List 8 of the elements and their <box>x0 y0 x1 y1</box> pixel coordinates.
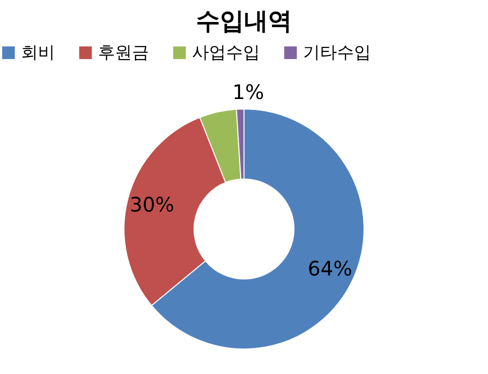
legend-label: 회비 <box>21 42 55 63</box>
chart-title: 수입내역 <box>196 7 292 35</box>
data-label: 64% <box>308 256 352 280</box>
legend-label: 사업수입 <box>192 42 260 63</box>
legend-label: 후원금 <box>98 42 149 63</box>
data-label: 30% <box>130 192 174 216</box>
data-label: 1% <box>232 80 264 104</box>
legend-label: 기타수입 <box>303 42 371 63</box>
